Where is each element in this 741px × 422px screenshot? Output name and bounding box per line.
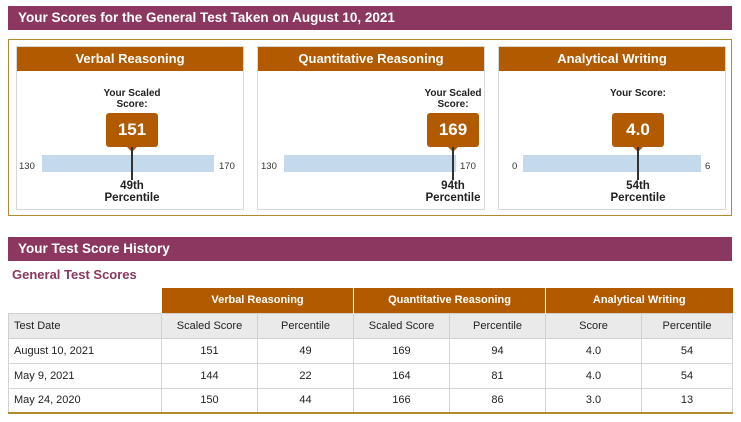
quant-percentile-word: Percentile — [425, 192, 481, 204]
current-scores-panel: Verbal Reasoning Your Scaled Score: 151 … — [8, 39, 732, 216]
cell-quant-scaled: 164 — [353, 362, 450, 389]
quant-title: Quantitative Reasoning — [258, 47, 484, 71]
verbal-score-bar — [42, 155, 214, 172]
cell-quant-scaled: 169 — [353, 337, 450, 364]
verbal-score-badge: 151 — [106, 113, 158, 152]
cell-quant-percentile: 86 — [449, 387, 546, 414]
cell-date: May 9, 2021 — [8, 362, 162, 389]
score-history-table: Verbal Reasoning Quantitative Reasoning … — [8, 288, 733, 414]
col-quant-percentile: Percentile — [449, 312, 546, 339]
verbal-percentile-value: 49th — [120, 180, 144, 192]
quant-percentile: 94th Percentile — [408, 180, 498, 204]
writing-score-bar — [523, 155, 701, 172]
writing-range-min: 0 — [512, 161, 518, 172]
quant-score-bar — [284, 155, 456, 172]
col-verbal-percentile: Percentile — [257, 312, 354, 339]
group-quant: Quantitative Reasoning — [353, 288, 546, 313]
col-writing-score: Score — [545, 312, 642, 339]
quant-scaled-label: Your Scaled Score: — [424, 88, 482, 110]
table-row: August 10, 2021 151 49 169 94 4.0 54 — [8, 337, 733, 364]
col-verbal-scaled: Scaled Score — [161, 312, 258, 339]
col-test-date: Test Date — [8, 312, 162, 339]
quant-percentile-value: 94th — [441, 180, 465, 192]
cell-verbal-percentile: 22 — [257, 362, 354, 389]
cell-verbal-percentile: 44 — [257, 387, 354, 414]
cell-writing-percentile: 13 — [641, 387, 733, 414]
quant-score-card: Quantitative Reasoning Your Scaled Score… — [257, 46, 485, 210]
table-row: May 9, 2021 144 22 164 81 4.0 54 — [8, 362, 733, 389]
table-column-header-row: Test Date Scaled Score Percentile Scaled… — [8, 312, 733, 339]
table-corner — [8, 288, 162, 313]
verbal-range-max: 170 — [219, 161, 235, 172]
cell-quant-scaled: 166 — [353, 387, 450, 414]
writing-percentile: 54th Percentile — [593, 180, 683, 204]
quant-score-badge: 169 — [427, 113, 479, 152]
writing-score-marker — [637, 147, 639, 180]
cell-quant-percentile: 81 — [449, 362, 546, 389]
writing-percentile-value: 54th — [626, 180, 650, 192]
group-verbal: Verbal Reasoning — [161, 288, 354, 313]
cell-verbal-scaled: 150 — [161, 387, 258, 414]
cell-writing-percentile: 54 — [641, 337, 733, 364]
cell-verbal-percentile: 49 — [257, 337, 354, 364]
quant-range-min: 130 — [261, 161, 277, 172]
cell-writing-score: 4.0 — [545, 337, 642, 364]
verbal-score-card: Verbal Reasoning Your Scaled Score: 151 … — [16, 46, 244, 210]
current-scores-header: Your Scores for the General Test Taken o… — [8, 6, 732, 30]
verbal-score-marker — [131, 147, 133, 180]
cell-writing-score: 3.0 — [545, 387, 642, 414]
table-group-header-row: Verbal Reasoning Quantitative Reasoning … — [8, 288, 733, 313]
table-row: May 24, 2020 150 44 166 86 3.0 13 — [8, 387, 733, 414]
cell-date: August 10, 2021 — [8, 337, 162, 364]
cell-quant-percentile: 94 — [449, 337, 546, 364]
cell-verbal-scaled: 151 — [161, 337, 258, 364]
writing-scaled-label: Your Score: — [610, 88, 666, 99]
score-history-header: Your Test Score History — [8, 237, 732, 261]
general-test-scores-subtitle: General Test Scores — [12, 267, 137, 282]
writing-range-max: 6 — [705, 161, 711, 172]
verbal-title: Verbal Reasoning — [17, 47, 243, 71]
cell-verbal-scaled: 144 — [161, 362, 258, 389]
group-writing: Analytical Writing — [545, 288, 733, 313]
verbal-range-min: 130 — [19, 161, 35, 172]
writing-score-badge: 4.0 — [612, 113, 664, 152]
writing-score-card: Analytical Writing Your Score: 4.0 0 6 5… — [498, 46, 726, 210]
verbal-percentile: 49th Percentile — [87, 180, 177, 204]
verbal-percentile-word: Percentile — [104, 192, 160, 204]
cell-writing-score: 4.0 — [545, 362, 642, 389]
col-quant-scaled: Scaled Score — [353, 312, 450, 339]
col-writing-percentile: Percentile — [641, 312, 733, 339]
writing-percentile-word: Percentile — [610, 192, 666, 204]
quant-score-marker — [452, 147, 454, 180]
quant-range-max: 170 — [460, 161, 476, 172]
cell-date: May 24, 2020 — [8, 387, 162, 414]
cell-writing-percentile: 54 — [641, 362, 733, 389]
writing-title: Analytical Writing — [499, 47, 725, 71]
verbal-scaled-label: Your Scaled Score: — [103, 88, 161, 110]
